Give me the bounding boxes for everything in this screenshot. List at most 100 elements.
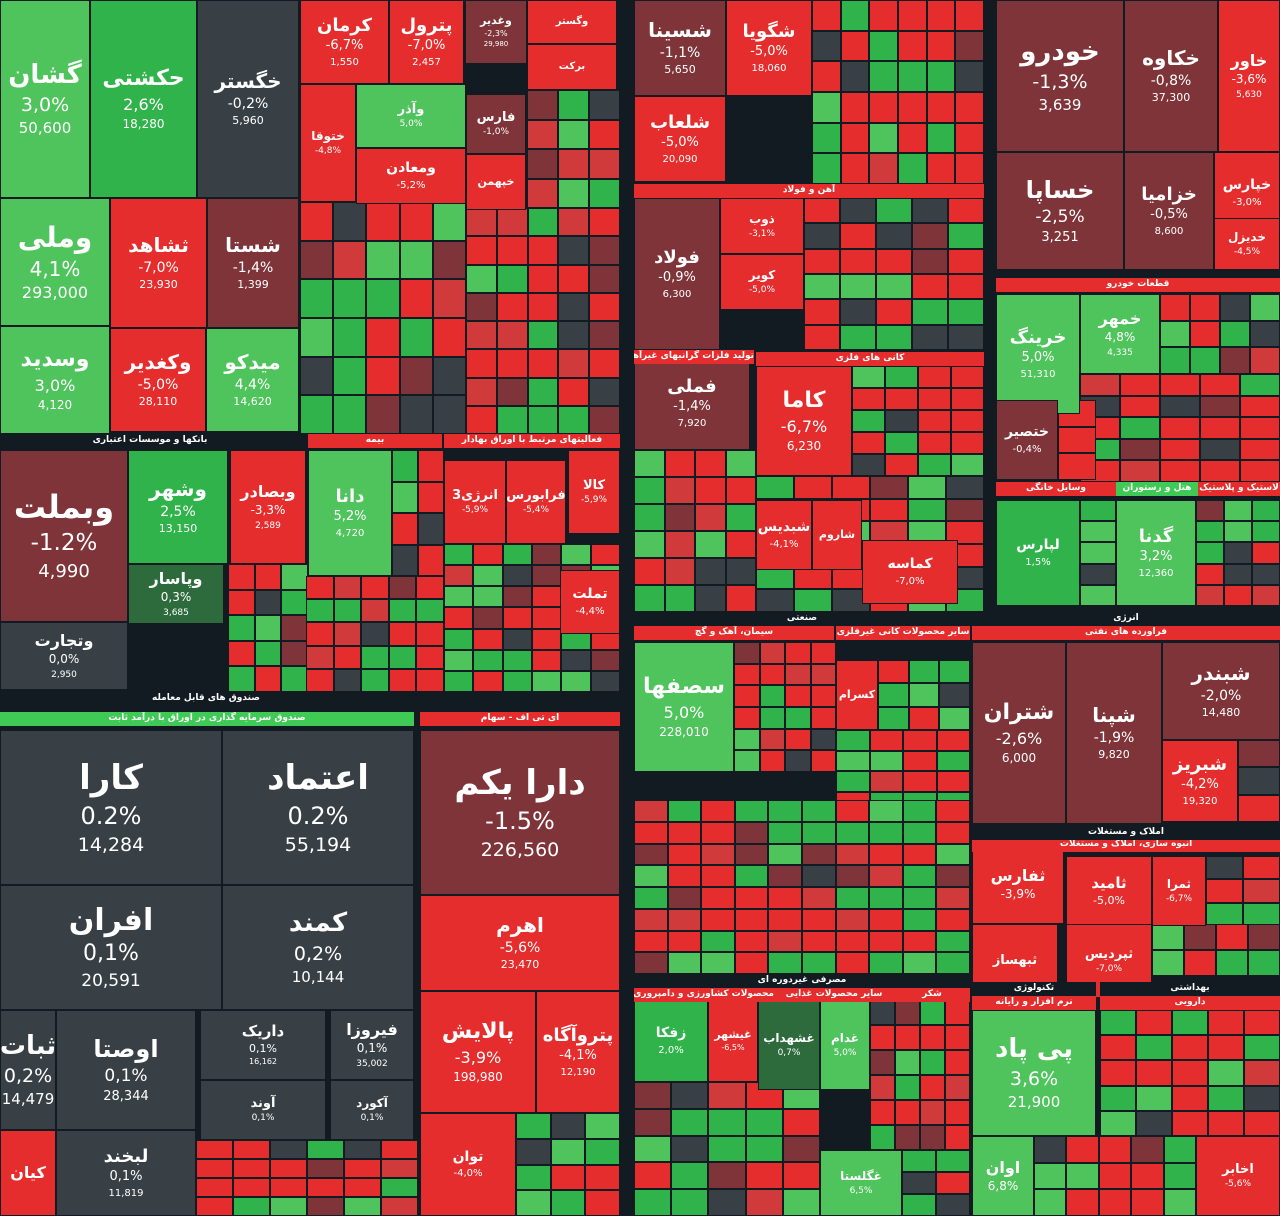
stock-tile[interactable]: خزامیا -0,5% 8,600 <box>1124 152 1214 270</box>
minor-stock-tile[interactable] <box>634 1082 672 1109</box>
minor-stock-tile[interactable] <box>1136 1060 1172 1086</box>
minor-stock-tile[interactable] <box>695 585 726 612</box>
minor-stock-tile[interactable] <box>366 356 400 396</box>
minor-stock-tile[interactable] <box>725 531 756 558</box>
minor-stock-tile[interactable] <box>936 865 970 887</box>
minor-stock-tile[interactable] <box>852 410 885 432</box>
minor-stock-tile[interactable] <box>1184 924 1216 950</box>
minor-stock-tile[interactable] <box>945 1075 970 1100</box>
minor-stock-tile[interactable] <box>1250 320 1280 348</box>
stock-tile[interactable]: خرینگ 5,0% 51,310 <box>996 294 1080 414</box>
minor-stock-tile[interactable] <box>590 649 620 671</box>
minor-stock-tile[interactable] <box>756 476 794 499</box>
minor-stock-tile[interactable] <box>701 908 735 931</box>
stock-tile[interactable]: پتروآگاه -4,1% 12,190 <box>536 991 620 1113</box>
minor-stock-tile[interactable] <box>444 586 474 608</box>
stock-tile[interactable]: خدیزل -4,5% <box>1214 218 1280 270</box>
stock-tile[interactable]: سصفها 5,0% 228,010 <box>634 642 734 772</box>
minor-stock-tile[interactable] <box>870 1050 895 1075</box>
minor-stock-tile[interactable] <box>550 1190 586 1216</box>
minor-stock-tile[interactable] <box>281 589 308 616</box>
stock-tile[interactable]: فملی -1,4% 7,920 <box>634 356 750 450</box>
stock-tile[interactable]: اعتماد 0.2% 55,194 <box>222 730 414 885</box>
minor-stock-tile[interactable] <box>869 843 903 866</box>
minor-stock-tile[interactable] <box>902 800 937 822</box>
minor-stock-tile[interactable] <box>836 771 870 792</box>
minor-stock-tile[interactable] <box>939 706 970 730</box>
minor-stock-tile[interactable] <box>876 274 912 300</box>
minor-stock-tile[interactable] <box>1224 521 1252 543</box>
minor-stock-tile[interactable] <box>366 395 400 434</box>
minor-stock-tile[interactable] <box>948 274 984 300</box>
minor-stock-tile[interactable] <box>701 865 735 887</box>
minor-stock-tile[interactable] <box>1200 374 1240 396</box>
minor-stock-tile[interactable] <box>840 153 870 184</box>
minor-stock-tile[interactable] <box>473 544 503 566</box>
minor-stock-tile[interactable] <box>920 1050 945 1075</box>
minor-stock-tile[interactable] <box>840 198 876 224</box>
minor-stock-tile[interactable] <box>785 663 811 686</box>
minor-stock-tile[interactable] <box>532 649 562 671</box>
minor-stock-tile[interactable] <box>1163 1136 1196 1163</box>
minor-stock-tile[interactable] <box>1200 460 1240 482</box>
minor-stock-tile[interactable] <box>885 388 918 410</box>
minor-stock-tile[interactable] <box>254 589 282 616</box>
minor-stock-tile[interactable] <box>1136 1085 1172 1111</box>
minor-stock-tile[interactable] <box>852 366 885 388</box>
minor-stock-tile[interactable] <box>1200 438 1240 461</box>
minor-stock-tile[interactable] <box>466 264 497 293</box>
minor-stock-tile[interactable] <box>233 1178 270 1197</box>
minor-stock-tile[interactable] <box>281 640 308 667</box>
minor-stock-tile[interactable] <box>1208 1035 1244 1061</box>
minor-stock-tile[interactable] <box>782 1135 820 1163</box>
minor-stock-tile[interactable] <box>734 663 760 686</box>
stock-tile[interactable]: اوان 6,8% <box>972 1136 1034 1216</box>
stock-tile[interactable]: گشان 3,0% 50,600 <box>0 0 90 198</box>
minor-stock-tile[interactable] <box>388 645 417 669</box>
minor-stock-tile[interactable] <box>902 821 937 844</box>
minor-stock-tile[interactable] <box>936 930 970 953</box>
minor-stock-tile[interactable] <box>869 908 903 931</box>
minor-stock-tile[interactable] <box>1120 395 1160 418</box>
minor-stock-tile[interactable] <box>527 178 558 208</box>
stock-tile[interactable]: برکت <box>527 44 617 90</box>
minor-stock-tile[interactable] <box>794 566 832 590</box>
minor-stock-tile[interactable] <box>1240 417 1280 439</box>
minor-stock-tile[interactable] <box>759 707 785 729</box>
minor-stock-tile[interactable] <box>898 0 927 31</box>
minor-stock-tile[interactable] <box>870 1025 895 1050</box>
minor-stock-tile[interactable] <box>869 821 903 844</box>
minor-stock-tile[interactable] <box>802 908 836 931</box>
minor-stock-tile[interactable] <box>725 450 756 477</box>
minor-stock-tile[interactable] <box>634 585 665 612</box>
minor-stock-tile[interactable] <box>955 30 984 62</box>
minor-stock-tile[interactable] <box>1196 500 1224 522</box>
minor-stock-tile[interactable] <box>835 930 870 953</box>
minor-stock-tile[interactable] <box>869 887 903 909</box>
minor-stock-tile[interactable] <box>804 198 840 224</box>
minor-stock-tile[interactable] <box>759 685 785 707</box>
minor-stock-tile[interactable] <box>300 240 334 280</box>
minor-stock-tile[interactable] <box>951 432 984 454</box>
minor-stock-tile[interactable] <box>725 585 756 612</box>
minor-stock-tile[interactable] <box>1250 347 1280 374</box>
minor-stock-tile[interactable] <box>1152 924 1184 950</box>
minor-stock-tile[interactable] <box>898 153 927 184</box>
stock-tile[interactable]: کویر -5,0% <box>720 254 804 310</box>
minor-stock-tile[interactable] <box>768 800 802 822</box>
minor-stock-tile[interactable] <box>432 356 466 396</box>
stock-tile[interactable]: خودرو -1,3% 3,639 <box>996 0 1124 152</box>
minor-stock-tile[interactable] <box>1066 1189 1099 1216</box>
minor-stock-tile[interactable] <box>306 668 334 692</box>
minor-stock-tile[interactable] <box>939 660 970 684</box>
stock-tile[interactable]: کالا -5,9% <box>568 450 620 534</box>
stock-tile[interactable]: کارا 0.2% 14,284 <box>0 730 222 885</box>
stock-tile[interactable]: پالایش -3,9% 198,980 <box>420 991 536 1113</box>
minor-stock-tile[interactable] <box>527 264 559 293</box>
minor-stock-tile[interactable] <box>306 576 334 600</box>
minor-stock-tile[interactable] <box>870 498 908 522</box>
minor-stock-tile[interactable] <box>835 908 870 931</box>
minor-stock-tile[interactable] <box>634 887 668 909</box>
stock-tile[interactable]: تملت -4,4% <box>560 570 620 634</box>
minor-stock-tile[interactable] <box>768 952 802 974</box>
